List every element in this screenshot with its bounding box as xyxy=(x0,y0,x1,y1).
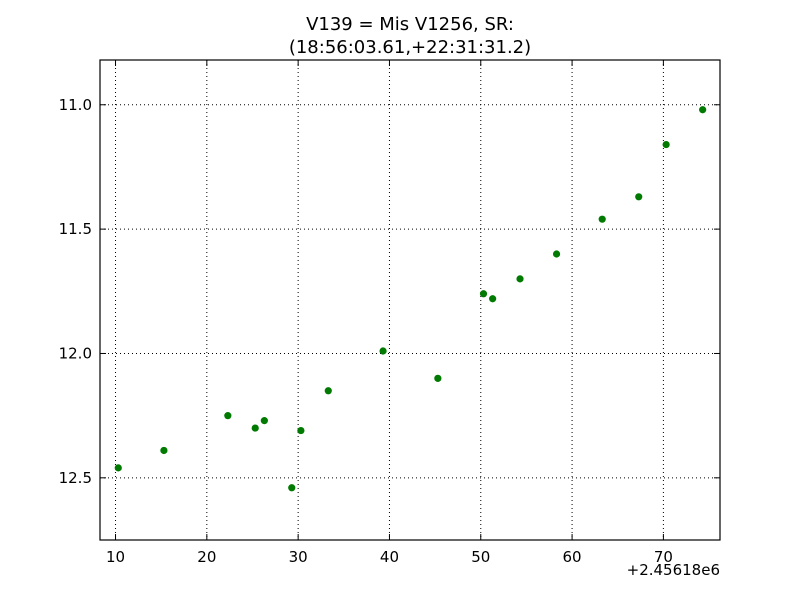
data-point xyxy=(288,484,296,492)
x-tick-label: 20 xyxy=(197,548,216,566)
data-point xyxy=(662,140,670,149)
tick-labels: 10 20 30 40 50 60 70 11.0 11.5 12.0 12.5 xyxy=(59,96,673,566)
data-point xyxy=(251,424,259,432)
y-tick-label: 11.0 xyxy=(59,96,92,114)
data-point xyxy=(489,295,497,303)
chart-title-line-2: (18:56:03.61,+22:31:31.2) xyxy=(289,37,531,58)
data-point xyxy=(160,446,168,455)
chart-title-line-1: V139 = Mis V1256, SR: xyxy=(306,14,514,35)
y-tick-label: 12.5 xyxy=(59,469,92,487)
x-tick-label: 10 xyxy=(106,548,125,566)
data-point xyxy=(260,417,268,425)
y-tick-label: 12.0 xyxy=(59,344,92,362)
x-offset-label: +2.45618e6 xyxy=(627,561,720,579)
x-tick-label: 40 xyxy=(380,548,399,566)
x-tick-label: 70 xyxy=(654,548,673,566)
data-point xyxy=(379,347,387,355)
y-tick-label: 11.5 xyxy=(59,220,92,238)
data-point xyxy=(635,193,643,201)
x-tick-label: 60 xyxy=(563,548,582,566)
plot-frame xyxy=(99,59,721,541)
data-point xyxy=(297,426,305,435)
data-point xyxy=(434,374,442,382)
data-point xyxy=(516,275,524,283)
x-tick-label: 30 xyxy=(289,548,308,566)
grid xyxy=(100,60,720,540)
data-point xyxy=(598,215,606,223)
data-point xyxy=(479,290,488,298)
data-point xyxy=(552,250,561,258)
axis-ticks xyxy=(100,60,720,540)
x-tick-label: 50 xyxy=(471,548,490,566)
data-point xyxy=(324,387,332,395)
data-point xyxy=(114,464,122,472)
data-points xyxy=(114,106,707,492)
data-point xyxy=(699,106,707,114)
data-point xyxy=(224,412,232,420)
